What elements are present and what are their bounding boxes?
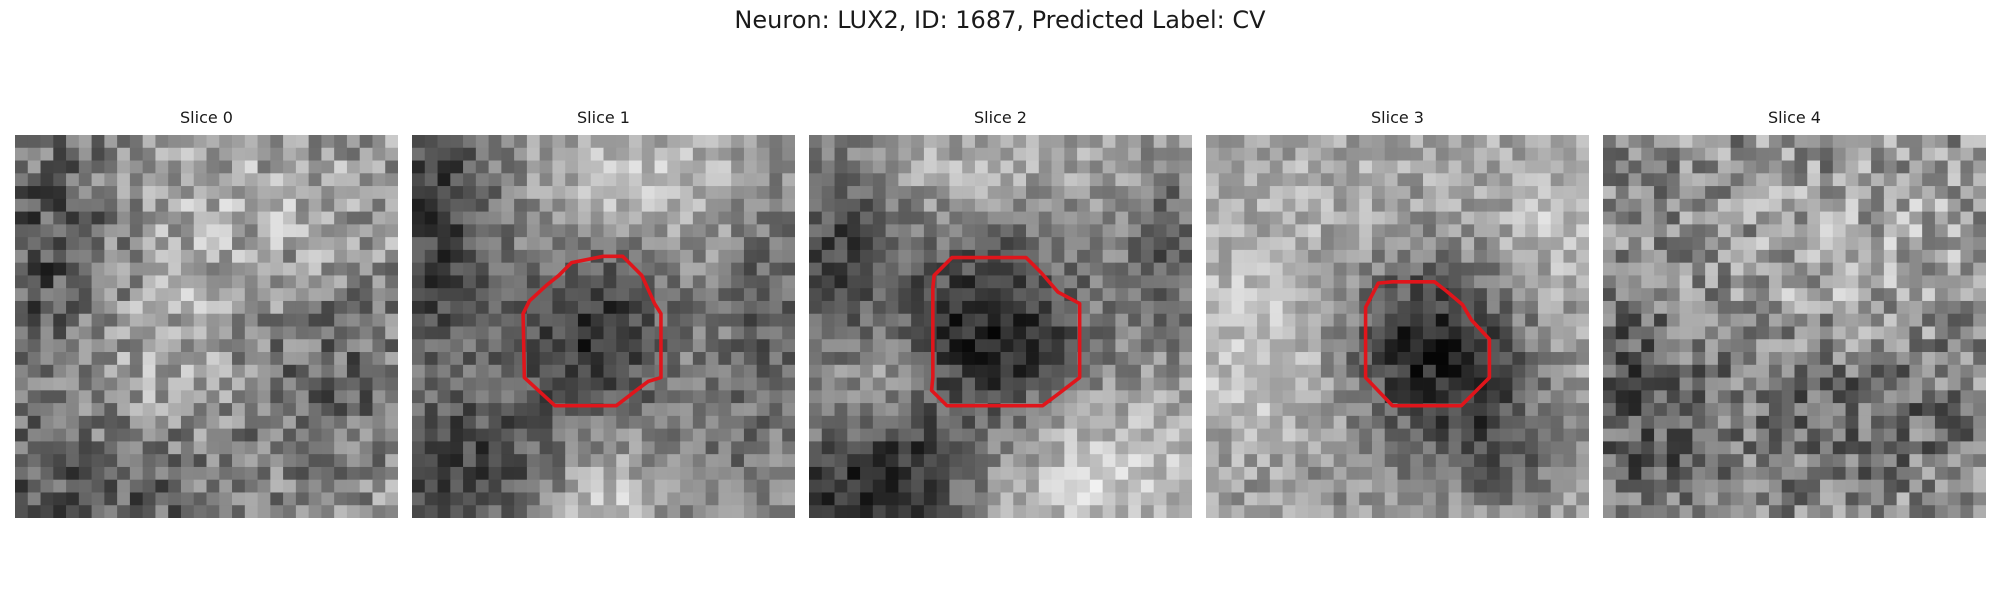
slice-3-image [1206, 135, 1589, 518]
figure-title: Neuron: LUX2, ID: 1687, Predicted Label:… [734, 6, 1266, 34]
slice-0-title: Slice 0 [180, 108, 233, 127]
slice-1-title: Slice 1 [577, 108, 630, 127]
roi-outline [521, 254, 663, 408]
slice-4-title: Slice 4 [1768, 108, 1821, 127]
slice-2-image [809, 135, 1192, 518]
slice-0-image [15, 135, 398, 518]
slice-2-title: Slice 2 [974, 108, 1027, 127]
slice-4-image [1603, 135, 1986, 518]
slice-3-title: Slice 3 [1371, 108, 1424, 127]
roi-outline [1363, 280, 1492, 408]
roi-outline [929, 255, 1082, 408]
slice-1-image [412, 135, 795, 518]
